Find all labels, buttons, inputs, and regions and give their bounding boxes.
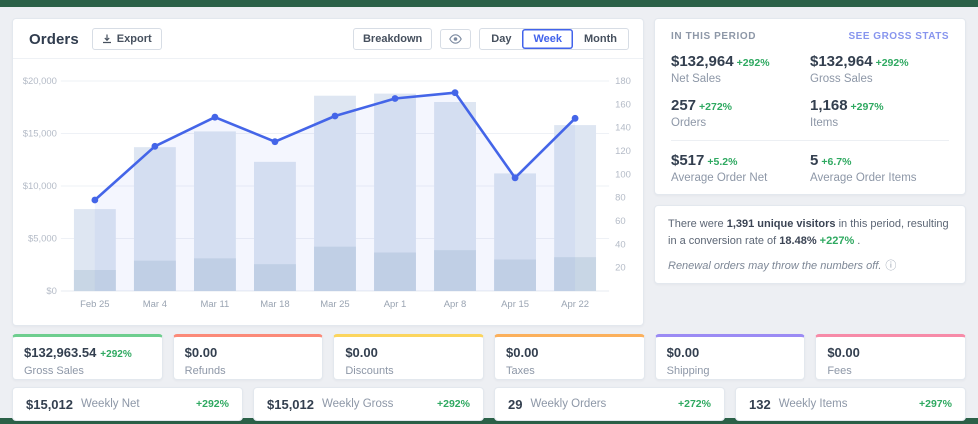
period-stats-heading: IN THIS PERIOD [671,31,757,42]
svg-text:100: 100 [615,169,631,180]
stats-divider [671,140,949,141]
summary-card-discounts: $0.00 Discounts [333,334,484,380]
renewal-orders-note: Renewal orders may throw the numbers off… [668,260,897,273]
download-icon [102,34,111,44]
summary-cards-row: $132,963.54 +292% Gross Sales $0.00 Refun… [12,334,966,380]
svg-text:40: 40 [615,239,626,250]
chart-body: $0 $5,000 $10,000 $15,000 $20,000 20 40 60 80 100… [13,59,643,325]
line-point [391,95,399,102]
stat-net-sales: $132,964 +292% Net Sales [671,53,770,85]
summary-card-fees: $0.00 Fees [815,334,966,380]
weekly-card-net: $15,012 Weekly Net +292% [12,387,243,421]
weekly-cards-row: $15,012 Weekly Net +292% $15,012 Weekly … [12,387,966,421]
summary-card-taxes: $0.00 Taxes [494,334,645,380]
svg-text:Apr 8: Apr 8 [444,299,467,310]
line-area-fill [94,92,576,292]
stat-gross-sales: $132,964 +292% Gross Sales [810,53,909,85]
svg-text:$10,000: $10,000 [23,181,57,192]
toggle-visibility-button[interactable] [440,29,472,49]
orders-combo-chart[interactable]: $0 $5,000 $10,000 $15,000 $20,000 20 40 60 80 100… [19,67,639,319]
visitors-note-card: There were 1,391 unique visitors in this… [654,205,966,285]
right-column: IN THIS PERIOD SEE GROSS STATS $132,964 +… [654,18,966,326]
stat-average-order-items: 5 +6.7% Average Order Items [810,152,917,184]
svg-text:180: 180 [615,76,631,87]
svg-text:Mar 18: Mar 18 [260,299,289,310]
breakdown-button[interactable]: Breakdown [352,28,433,50]
svg-text:120: 120 [615,146,631,157]
weekly-card-gross: $15,012 Weekly Gross +292% [253,387,484,421]
svg-text:Mar 25: Mar 25 [320,299,349,310]
summary-card-refunds: $0.00 Refunds [172,334,324,380]
summary-card-gross-sales: $132,963.54 +292% Gross Sales [12,334,163,380]
stat-average-order-net: $517 +5.2% Average Order Net [671,152,768,184]
svg-text:Mar 4: Mar 4 [143,299,167,310]
line-point [271,138,279,146]
stat-items: 1,168 +297% Items [810,97,884,129]
eye-icon [449,34,463,44]
bars-orders [73,246,597,291]
svg-text:$20,000: $20,000 [23,76,57,87]
svg-text:Apr 22: Apr 22 [561,299,589,310]
line-point [511,174,519,182]
chart-header: Orders Export Breakdown [13,19,643,59]
tab-month[interactable]: Month [573,29,628,49]
stat-orders: 257 +272% Orders [671,97,733,129]
svg-text:80: 80 [615,193,626,204]
svg-text:$15,000: $15,000 [23,128,57,139]
line-point [91,196,99,204]
svg-text:60: 60 [615,216,626,227]
line-point [151,142,159,150]
svg-text:Mar 11: Mar 11 [201,299,230,310]
tab-week[interactable]: Week [522,29,574,49]
weekly-card-items: 132 Weekly Items +297% [735,387,966,421]
orders-chart-card: Orders Export Breakdown [12,18,644,326]
period-tab-group: Day Week Month [479,28,629,50]
period-stats-panel: IN THIS PERIOD SEE GROSS STATS $132,964 +… [654,18,966,195]
svg-text:$0: $0 [46,286,57,297]
visitors-note-text: There were 1,391 unique visitors in this… [668,218,949,248]
see-gross-stats-link[interactable]: SEE GROSS STATS [848,31,949,42]
line-point [451,89,459,97]
svg-text:20: 20 [615,263,626,274]
svg-text:160: 160 [615,99,631,110]
page-title: Orders [29,30,79,48]
line-point [331,112,339,120]
svg-text:140: 140 [615,123,631,134]
info-icon[interactable]: ⓘ [885,260,897,273]
svg-text:Apr 1: Apr 1 [384,299,407,310]
svg-text:$5,000: $5,000 [28,233,57,244]
tab-day[interactable]: Day [480,29,523,49]
line-point [571,114,579,122]
export-button[interactable]: Export [91,28,162,50]
dashboard-page: Orders Export Breakdown [0,7,978,421]
summary-card-shipping: $0.00 Shipping [654,334,806,380]
weekly-card-orders: 29 Weekly Orders +272% [494,387,725,421]
svg-text:Feb 25: Feb 25 [80,299,109,310]
svg-text:Apr 15: Apr 15 [501,299,529,310]
line-point [211,113,219,121]
